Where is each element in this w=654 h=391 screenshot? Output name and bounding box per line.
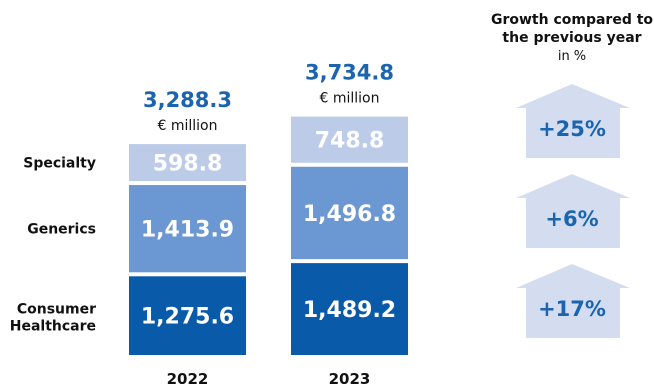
bar-segment-specialty-2022 — [129, 144, 246, 182]
growth-arrow-icon — [516, 174, 630, 248]
category-label: 2023 — [329, 370, 371, 387]
series-label: Generics — [27, 222, 96, 238]
category-label: 2022 — [167, 370, 209, 387]
growth-unit: in % — [558, 49, 586, 64]
total-unit-label: € million — [320, 91, 380, 107]
bar-segment-consumer-healthcare-2023 — [291, 263, 408, 355]
series-label-line1: Consumer — [17, 302, 96, 318]
growth-title-line2: the previous year — [502, 30, 641, 46]
bar-segment-generics-2022 — [129, 185, 246, 273]
series-label-line2: Healthcare — [10, 319, 96, 335]
total-value-label: 3,734.8 — [305, 61, 394, 85]
bar-segment-consumer-healthcare-2022 — [129, 276, 246, 355]
growth-arrow-icon — [516, 84, 630, 158]
bar-segment-specialty-2023 — [291, 116, 408, 163]
growth-value-label: +6% — [545, 207, 598, 231]
growth-arrow-icon — [516, 264, 630, 338]
bar-value-label: 1,275.6 — [141, 305, 234, 330]
growth-title-line1: Growth compared to — [491, 12, 653, 28]
bar-value-label: 748.8 — [315, 129, 385, 154]
growth-value-label: +25% — [538, 117, 606, 141]
series-label: Specialty — [23, 156, 96, 172]
bar-value-label: 1,496.8 — [303, 202, 396, 227]
total-unit-label: € million — [158, 118, 218, 134]
bar-value-label: 1,489.2 — [303, 298, 396, 323]
bar-value-label: 598.8 — [153, 152, 223, 177]
bar-value-label: 1,413.9 — [141, 218, 234, 243]
bar-segment-generics-2023 — [291, 166, 408, 260]
total-value-label: 3,288.3 — [143, 88, 232, 112]
growth-value-label: +17% — [538, 297, 606, 321]
